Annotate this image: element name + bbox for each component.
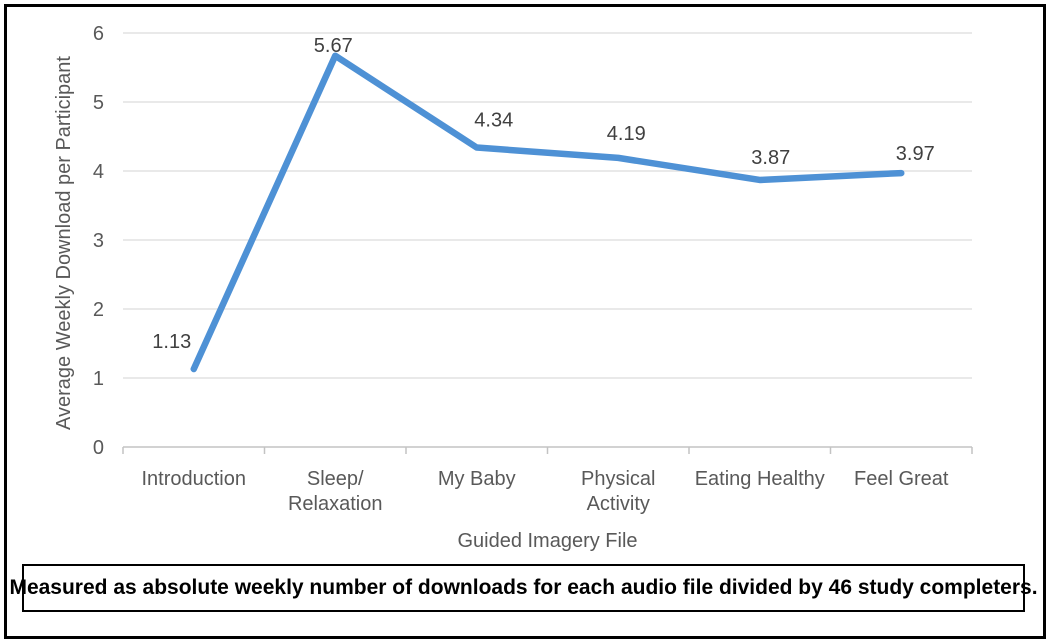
data-point-label: 4.19: [607, 123, 646, 145]
x-axis-title: Guided Imagery File: [457, 530, 637, 552]
x-category-label: Activity: [587, 493, 650, 515]
y-tick-label: 5: [93, 92, 104, 114]
data-point-label: 3.97: [896, 143, 935, 165]
x-category-label: Introduction: [141, 468, 246, 490]
data-point-label: 5.67: [314, 35, 353, 57]
y-axis-title: Average Weekly Download per Participant: [53, 56, 75, 430]
y-tick-label: 3: [93, 230, 104, 252]
x-category-label: Eating Healthy: [695, 468, 825, 490]
x-category-label: Sleep/: [307, 468, 364, 490]
x-category-label: Relaxation: [288, 493, 383, 515]
line-chart: 0 1 2 3 4 5 6 Average Weekly Download per Parti…: [53, 23, 973, 552]
y-tick-label: 6: [93, 23, 104, 45]
y-tick-label: 2: [93, 299, 104, 321]
data-point-label: 1.13: [152, 331, 191, 353]
caption-box: Measured as absolute weekly number of do…: [9, 564, 1038, 612]
figure-border: [4, 4, 1046, 639]
x-category-label: Physical: [581, 468, 655, 490]
data-line: [190, 52, 905, 373]
y-tick-label: 0: [93, 437, 104, 459]
x-category-label: Feel Great: [854, 468, 949, 490]
y-tick-label: 1: [93, 368, 104, 390]
data-point-label: 4.34: [474, 110, 513, 132]
caption-text: Measured as absolute weekly number of do…: [9, 576, 1038, 599]
data-point-label: 3.87: [751, 147, 790, 169]
y-tick-label: 4: [93, 161, 104, 183]
x-category-label: My Baby: [438, 468, 516, 490]
